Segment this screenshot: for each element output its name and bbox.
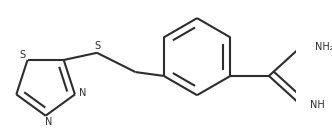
Text: S: S bbox=[94, 41, 100, 51]
Text: N: N bbox=[79, 88, 86, 98]
Text: S: S bbox=[19, 50, 26, 60]
Text: NH: NH bbox=[310, 100, 325, 111]
Text: N: N bbox=[44, 117, 52, 127]
Text: NH₂: NH₂ bbox=[315, 42, 332, 52]
